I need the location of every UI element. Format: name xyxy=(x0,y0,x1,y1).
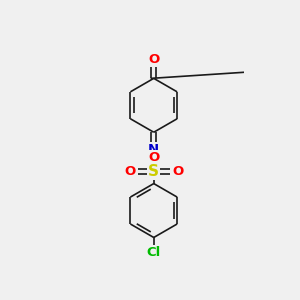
Text: O: O xyxy=(172,165,183,178)
Text: O: O xyxy=(124,165,136,178)
Text: Cl: Cl xyxy=(147,246,161,259)
Text: O: O xyxy=(148,152,159,164)
Text: S: S xyxy=(148,164,159,179)
Text: N: N xyxy=(148,143,159,156)
Text: O: O xyxy=(148,53,159,66)
